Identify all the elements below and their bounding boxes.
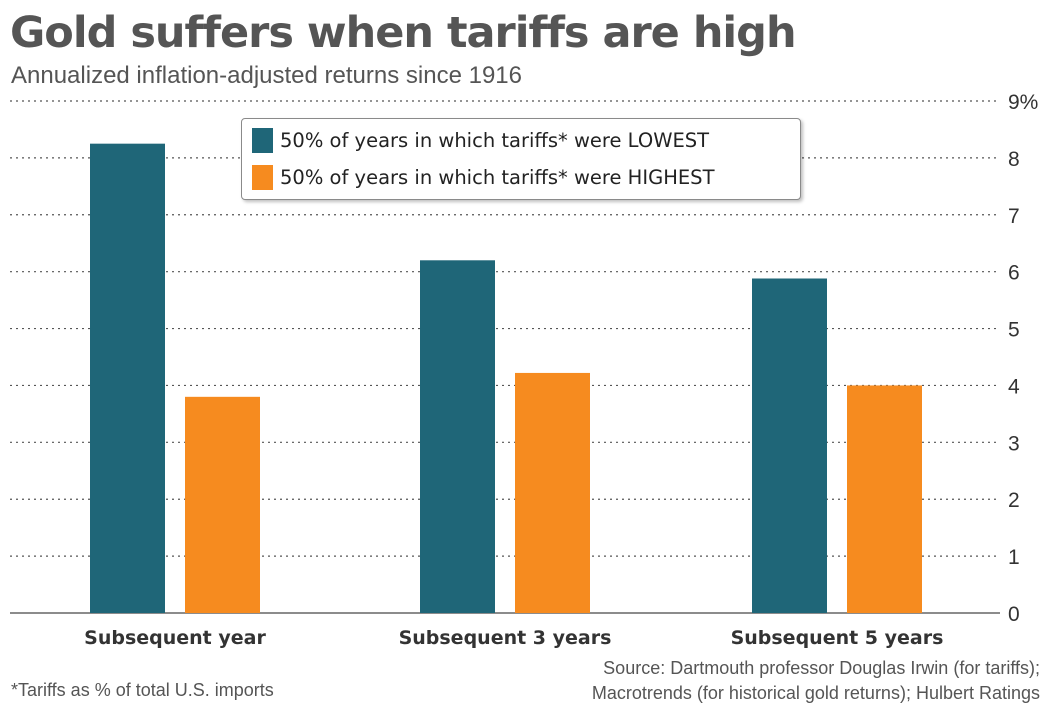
source-line-1: Source: Dartmouth professor Douglas Irwi…	[603, 658, 1040, 678]
legend-swatch-highest	[252, 165, 273, 190]
x-category-label-1: Subsequent year	[84, 627, 266, 649]
y-tick-label-5: 5	[1008, 319, 1020, 342]
x-category-label-2: Subsequent 3 years	[399, 627, 612, 649]
y-tick-label-0: 0	[1008, 603, 1020, 626]
y-tick-label-1: 1	[1008, 546, 1020, 569]
y-tick-label-3: 3	[1008, 432, 1020, 455]
bar-highest-2	[515, 372, 590, 613]
y-tick-label-4: 4	[1008, 375, 1020, 398]
bar-highest-1	[185, 396, 260, 613]
x-category-label-3: Subsequent 5 years	[731, 627, 944, 649]
legend-item-highest: 50% of years in which tariffs* were HIGH…	[252, 165, 714, 190]
bar-lowest-1	[90, 143, 165, 613]
y-tick-label-9: 9%	[1008, 91, 1038, 114]
bar-lowest-2	[420, 260, 495, 613]
y-tick-label-7: 7	[1008, 205, 1020, 228]
y-tick-label-2: 2	[1008, 489, 1020, 512]
source-note: Source: Dartmouth professor Douglas Irwi…	[592, 656, 1040, 706]
chart-title: Gold suffers when tariffs are high	[10, 8, 797, 58]
chart-subtitle: Annualized inflation-adjusted returns si…	[11, 62, 522, 89]
y-tick-label-6: 6	[1008, 262, 1020, 285]
y-tick-label-8: 8	[1008, 148, 1020, 171]
legend-label-lowest: 50% of years in which tariffs* were LOWE…	[280, 129, 710, 152]
legend-item-lowest: 50% of years in which tariffs* were LOWE…	[252, 128, 709, 153]
chart-legend: 50% of years in which tariffs* were LOWE…	[241, 118, 801, 200]
bar-lowest-3	[752, 278, 827, 613]
source-line-2: Macrotrends (for historical gold returns…	[591, 683, 1040, 703]
legend-swatch-lowest	[252, 128, 273, 153]
legend-label-highest: 50% of years in which tariffs* were HIGH…	[280, 166, 715, 189]
bar-highest-3	[847, 385, 922, 613]
footnote: *Tariffs as % of total U.S. imports	[11, 680, 274, 700]
